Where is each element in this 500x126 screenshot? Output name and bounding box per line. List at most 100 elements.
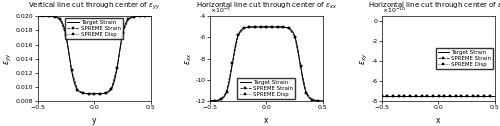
SPREME Disp: [102, 92, 108, 94]
SPREME Strain: [447, 95, 453, 97]
SPREME Disp: [142, 16, 148, 17]
X-axis label: x: x: [264, 116, 268, 124]
SPREME Disp: [80, 92, 86, 94]
SPREME Disp: [235, 35, 241, 36]
SPREME Strain: [452, 95, 458, 97]
SPREME Strain: [246, 26, 252, 28]
SPREME Strain: [390, 95, 396, 97]
SPREME Disp: [464, 95, 470, 97]
SPREME Disp: [264, 26, 270, 28]
Target Strain: [379, 95, 385, 97]
SPREME Disp: [280, 26, 286, 28]
SPREME Disp: [86, 93, 91, 94]
SPREME Disp: [470, 95, 476, 97]
SPREME Disp: [390, 95, 396, 97]
SPREME Disp: [74, 89, 80, 90]
Target Strain: [263, 26, 269, 28]
SPREME Strain: [269, 26, 275, 28]
SPREME Disp: [114, 67, 120, 69]
SPREME Disp: [46, 16, 52, 17]
SPREME Strain: [80, 92, 86, 94]
Target Strain: [130, 16, 136, 18]
SPREME Strain: [430, 95, 436, 97]
SPREME Strain: [458, 95, 464, 97]
Target Strain: [379, 95, 385, 97]
SPREME Disp: [246, 26, 252, 28]
SPREME Disp: [131, 16, 137, 18]
SPREME Disp: [57, 19, 63, 20]
SPREME Strain: [280, 26, 286, 28]
SPREME Strain: [441, 95, 447, 97]
SPREME Disp: [34, 16, 40, 17]
Target Strain: [448, 95, 454, 97]
SPREME Strain: [396, 95, 402, 97]
Line: SPREME Disp: SPREME Disp: [208, 26, 319, 102]
SPREME Strain: [464, 95, 470, 97]
Line: Target Strain: Target Strain: [38, 16, 150, 94]
SPREME Disp: [418, 95, 424, 97]
SPREME Disp: [486, 95, 492, 97]
SPREME Disp: [452, 95, 458, 97]
Title: Horizontal line cut through center of $\varepsilon_{xy}$: Horizontal line cut through center of $\…: [368, 1, 500, 12]
Y-axis label: $\varepsilon_{xx}$: $\varepsilon_{xx}$: [184, 52, 194, 65]
X-axis label: y: y: [92, 116, 96, 124]
Target Strain: [138, 16, 143, 17]
SPREME Disp: [458, 95, 464, 97]
Target Strain: [474, 95, 480, 97]
SPREME Disp: [206, 100, 212, 102]
SPREME Strain: [275, 26, 281, 28]
SPREME Strain: [314, 100, 320, 101]
Line: Target Strain: Target Strain: [210, 27, 323, 101]
SPREME Disp: [476, 95, 482, 97]
SPREME Disp: [224, 91, 230, 93]
Line: SPREME Strain: SPREME Strain: [36, 15, 146, 95]
SPREME Strain: [303, 92, 309, 94]
Title: Vertical line cut through center of $\varepsilon_{yy}$: Vertical line cut through center of $\va…: [28, 1, 160, 12]
SPREME Strain: [68, 70, 74, 71]
SPREME Strain: [74, 89, 80, 90]
Target Strain: [102, 92, 108, 94]
SPREME Strain: [206, 100, 212, 102]
Target Strain: [310, 99, 316, 101]
SPREME Disp: [218, 99, 224, 100]
SPREME Disp: [430, 95, 436, 97]
SPREME Strain: [142, 16, 148, 17]
Title: Horizontal line cut through center of $\varepsilon_{xx}$: Horizontal line cut through center of $\…: [196, 1, 337, 11]
SPREME Strain: [224, 91, 230, 93]
SPREME Disp: [40, 16, 46, 17]
SPREME Strain: [52, 16, 58, 18]
SPREME Strain: [230, 63, 235, 64]
SPREME Strain: [108, 88, 114, 90]
Target Strain: [276, 26, 282, 28]
SPREME Strain: [46, 16, 52, 17]
SPREME Disp: [137, 16, 143, 17]
SPREME Strain: [486, 95, 492, 97]
SPREME Strain: [102, 92, 108, 94]
SPREME Disp: [258, 26, 264, 28]
Target Strain: [34, 16, 40, 17]
SPREME Disp: [97, 93, 103, 94]
SPREME Strain: [131, 16, 137, 18]
SPREME Strain: [384, 95, 390, 97]
Target Strain: [274, 26, 280, 28]
SPREME Strain: [92, 93, 98, 94]
Target Strain: [492, 95, 498, 97]
SPREME Disp: [212, 100, 218, 101]
Target Strain: [35, 16, 41, 17]
SPREME Strain: [40, 16, 46, 17]
Y-axis label: $\varepsilon_{yy}$: $\varepsilon_{yy}$: [3, 52, 14, 65]
SPREME Strain: [137, 16, 143, 17]
SPREME Disp: [309, 99, 315, 100]
SPREME Disp: [63, 34, 69, 36]
SPREME Disp: [441, 95, 447, 97]
Y-axis label: $\varepsilon_{xy}$: $\varepsilon_{xy}$: [359, 52, 370, 65]
SPREME Strain: [218, 99, 224, 100]
Target Strain: [320, 100, 326, 102]
SPREME Disp: [303, 92, 309, 94]
SPREME Strain: [126, 18, 132, 20]
Line: SPREME Disp: SPREME Disp: [36, 15, 146, 95]
Target Strain: [206, 100, 212, 102]
Target Strain: [446, 95, 452, 97]
SPREME Strain: [379, 95, 385, 97]
SPREME Strain: [212, 100, 218, 101]
